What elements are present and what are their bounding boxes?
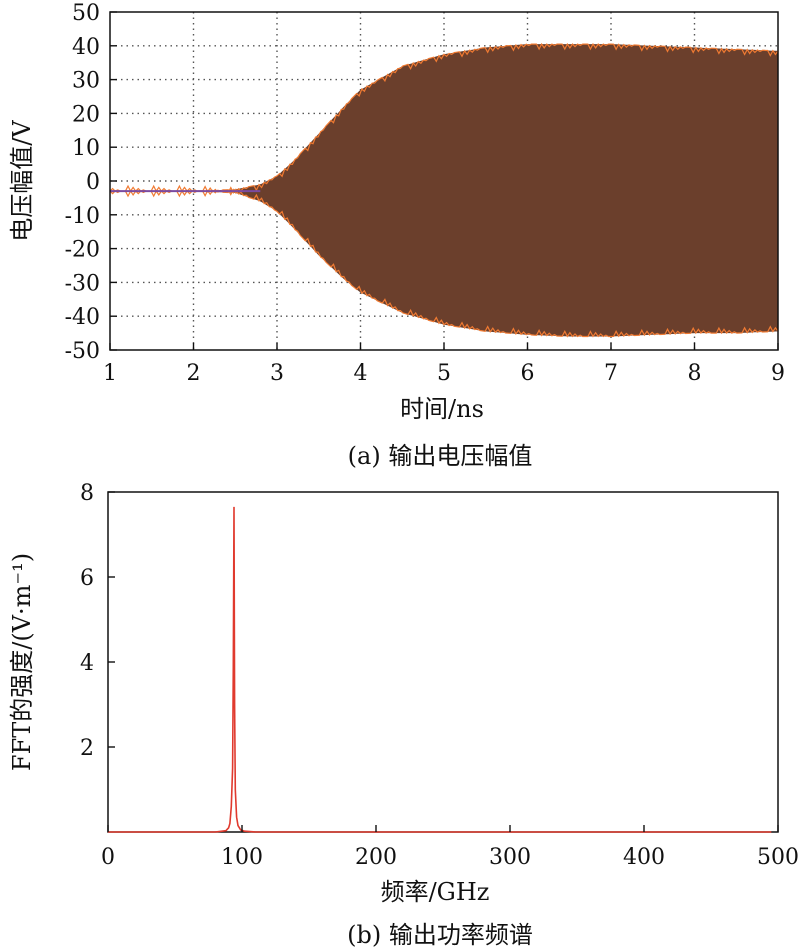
- x-tick-label: 300: [489, 845, 531, 870]
- fft-spectrum-chart: 2 4 6 8 0 100 200 300 400 500 频率/GHz FFT的强度/(V·m⁻¹)…: [8, 481, 799, 949]
- y-tick-label: -50: [65, 339, 100, 364]
- y-tick-label: 30: [72, 69, 100, 94]
- y-tick-label: 4: [80, 651, 94, 676]
- x-tick-label: 0: [101, 845, 115, 870]
- y-axis-label: 电压幅值/V: [8, 120, 36, 242]
- x-tick-label: 3: [270, 361, 284, 386]
- waveform-fill: [110, 44, 778, 337]
- y-tick-label: 0: [86, 170, 100, 195]
- chart-caption: (b) 输出功率频谱: [347, 921, 533, 949]
- plot-frame: [107, 491, 779, 833]
- x-tick-label: 2: [187, 361, 201, 386]
- x-tick-label: 8: [688, 361, 702, 386]
- y-tick-label: 40: [72, 35, 100, 60]
- voltage-amplitude-chart: 50 40 30 20 10 0 -10 -20 -30 -40 -501 2 3 4 5 6 7 8 9 时间/ns…: [8, 1, 785, 470]
- x-tick-label: 400: [623, 845, 665, 870]
- x-tick-label: 100: [221, 845, 263, 870]
- y-tick-label: -40: [65, 305, 100, 330]
- y-tick-label: -30: [65, 271, 100, 296]
- y-tick-label: -10: [65, 204, 100, 229]
- x-tick-label: 500: [757, 845, 799, 870]
- y-tick-label: -20: [65, 238, 100, 263]
- x-tick-label: 1: [103, 361, 117, 386]
- x-tick-label: 5: [437, 361, 451, 386]
- x-tick-label: 7: [604, 361, 618, 386]
- x-tick-label: 4: [354, 361, 368, 386]
- x-tick-label: 200: [355, 845, 397, 870]
- chart-caption: (a) 输出电压幅值: [348, 442, 533, 470]
- y-tick-label: 50: [72, 1, 100, 26]
- y-axis-label: FFT的强度/(V·m⁻¹): [8, 553, 36, 771]
- spectrum-line: [108, 506, 772, 833]
- x-axis-label: 频率/GHz: [381, 878, 490, 906]
- y-tick-label: 6: [80, 566, 94, 591]
- y-tick-label: 20: [72, 102, 100, 127]
- y-tick-label: 10: [72, 136, 100, 161]
- x-axis-label: 时间/ns: [400, 395, 484, 423]
- x-tick-label: 9: [771, 361, 785, 386]
- x-tick-label: 6: [521, 361, 535, 386]
- y-tick-label: 2: [80, 736, 94, 761]
- y-tick-label: 8: [80, 481, 94, 506]
